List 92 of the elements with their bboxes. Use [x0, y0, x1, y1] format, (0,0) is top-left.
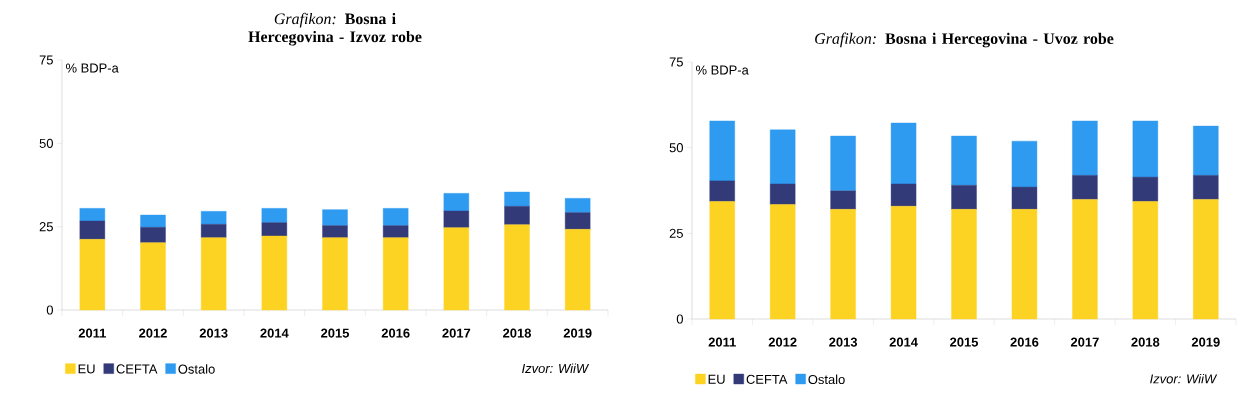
bar: [200, 224, 227, 238]
bar: [1132, 201, 1159, 320]
bar: [564, 198, 591, 213]
bar: [79, 220, 106, 240]
x-tick-label: 2013: [199, 328, 228, 338]
y-tick-label: 75: [39, 55, 53, 65]
bar: [443, 227, 470, 311]
bar: [443, 210, 470, 228]
bar: [261, 208, 288, 223]
bar: [1011, 186, 1038, 210]
bar: [769, 129, 796, 185]
bar: [830, 209, 856, 320]
bar: [200, 211, 227, 225]
y-tick-label: 0: [676, 314, 683, 324]
bar: [1072, 120, 1098, 176]
y-axis-title: % BDP-a: [696, 65, 749, 75]
y-tick-label: 25: [669, 228, 683, 238]
x-tick-label: 2016: [1010, 337, 1039, 347]
x-tick-label: 2012: [768, 337, 797, 347]
bar: [140, 227, 166, 243]
bar: [1132, 120, 1159, 178]
bar: [951, 185, 977, 210]
bar: [769, 204, 796, 320]
bar: [1072, 175, 1098, 200]
bar: [830, 190, 856, 210]
x-tick-label: 2016: [381, 328, 410, 338]
x-tick-label: 2013: [829, 337, 858, 347]
y-axis-title: % BDP-a: [65, 63, 119, 73]
x-tick-label: 2019: [1191, 337, 1220, 347]
text: Izvor: WiiW: [522, 363, 590, 374]
bar: [890, 122, 917, 185]
bar: [709, 180, 735, 202]
x-tick-label: 2015: [950, 337, 979, 347]
bar: [1011, 209, 1038, 320]
x-tick-label: 2015: [321, 328, 350, 338]
bar: [382, 237, 409, 311]
bar: [1132, 176, 1159, 202]
bar: [140, 214, 166, 228]
bar: [1193, 199, 1219, 320]
bar: [1193, 125, 1219, 176]
legend-label: CEFTA: [746, 374, 788, 384]
x-tick-label: 2018: [503, 328, 532, 338]
bar: [504, 191, 530, 207]
bar: [140, 242, 166, 311]
bar: [830, 135, 856, 192]
x-tick-label: 2017: [442, 328, 471, 338]
y-tick-label: 50: [39, 138, 53, 148]
legend-label: Ostalo: [178, 364, 215, 374]
legend-label: EU: [708, 374, 725, 384]
bar: [769, 183, 796, 205]
bar: [504, 206, 530, 225]
y-tick-label: 25: [39, 222, 53, 232]
bar: [79, 239, 106, 311]
bar: [200, 237, 227, 311]
chart-title: Grafikon: Bosna i Hercegovina - Uvoz robe: [815, 32, 1114, 48]
bar: [382, 208, 409, 226]
bar: [322, 225, 348, 238]
x-tick-label: 2011: [78, 328, 107, 338]
bar: [1193, 175, 1219, 200]
x-tick-label: 2017: [1070, 337, 1099, 347]
y-tick-label: 0: [46, 305, 53, 315]
bar: [261, 235, 288, 311]
bar: [890, 183, 917, 207]
x-tick-label: 2014: [260, 328, 289, 338]
x-tick-label: 2011: [708, 337, 736, 347]
bar: [1072, 199, 1098, 320]
legend-label: Ostalo: [808, 374, 845, 385]
bar: [709, 120, 735, 182]
bar: [951, 209, 977, 320]
y-tick-label: 75: [669, 57, 683, 67]
bar: [504, 224, 530, 311]
x-tick-label: 2018: [1131, 337, 1160, 347]
x-tick-label: 2014: [889, 337, 918, 347]
y-tick-label: 50: [669, 143, 683, 153]
legend-label: EU: [78, 364, 95, 374]
bar: [564, 229, 591, 311]
x-tick-label: 2019: [563, 328, 592, 338]
bar: [322, 237, 348, 311]
bar: [261, 222, 288, 237]
x-tick-label: 2012: [139, 328, 167, 338]
bar: [443, 193, 470, 212]
bar: [564, 212, 591, 230]
legend-label: CEFTA: [116, 364, 158, 374]
bar: [79, 208, 106, 222]
chart-title: Grafikon: Bosna i Hercegovina - Izvoz robe: [248, 12, 422, 46]
text: Izvor: WiiW: [1150, 373, 1218, 384]
bar: [951, 135, 977, 186]
bar: [322, 209, 348, 226]
bar: [709, 201, 735, 320]
bar: [1011, 140, 1038, 188]
bar: [382, 225, 409, 238]
bar: [890, 206, 917, 320]
